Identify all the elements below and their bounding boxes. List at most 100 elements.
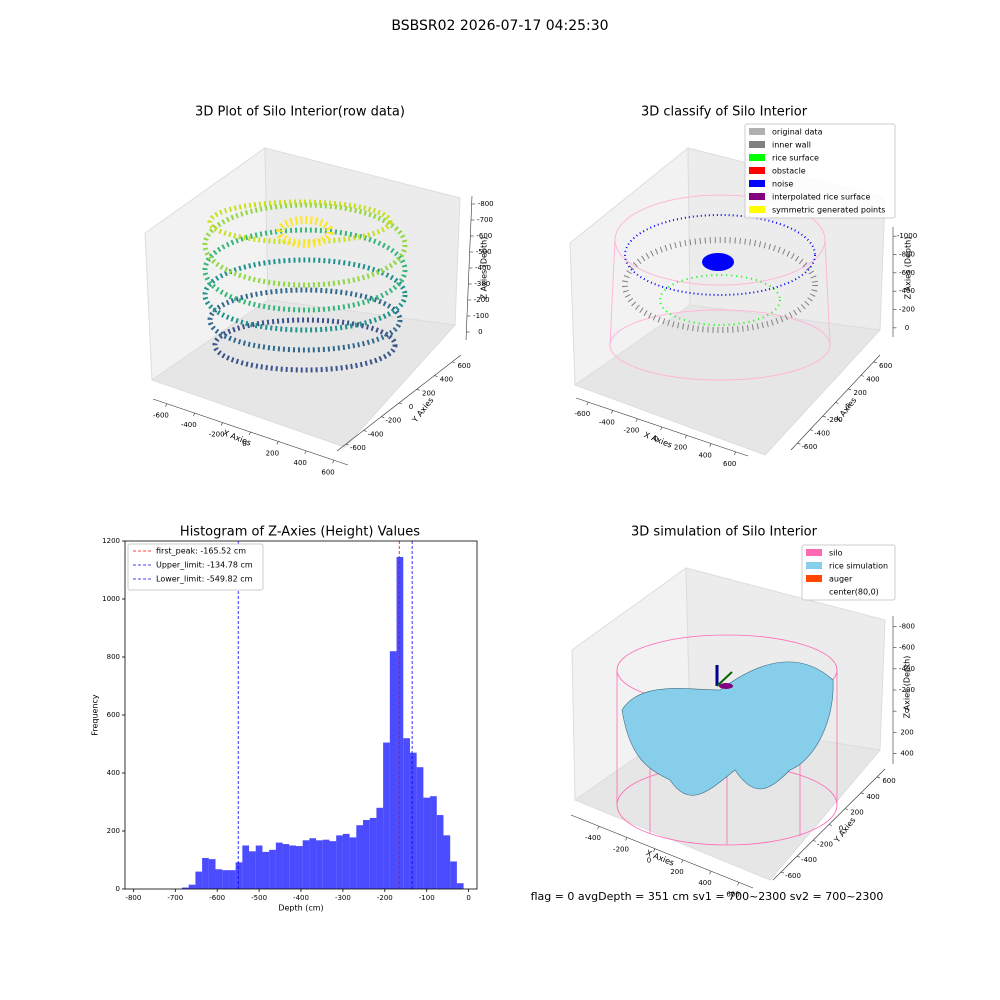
- legend-label: noise: [772, 180, 793, 189]
- legend-swatch: [806, 575, 822, 582]
- z-axis-label: Z Axies (Depth): [480, 237, 489, 300]
- legend-label: rice surface: [772, 154, 819, 163]
- tick-mark: [796, 855, 801, 858]
- y-axis-label: Frequency: [91, 694, 100, 736]
- bar: [383, 742, 390, 889]
- bar: [356, 825, 364, 889]
- tick-mark: [165, 403, 168, 407]
- legend-label: Lower_limit: -549.82 cm: [156, 575, 253, 584]
- tick-mark: [345, 443, 349, 446]
- legend-swatch: [749, 167, 765, 174]
- tick-mark: [684, 435, 687, 439]
- y-tick-label: 200: [854, 389, 867, 397]
- bar: [222, 870, 229, 889]
- bar: [369, 817, 377, 889]
- x-tick-label: -400: [293, 894, 309, 902]
- bar: [249, 851, 256, 889]
- tick-mark: [586, 402, 589, 406]
- bar: [289, 845, 296, 889]
- x-tick-label: 200: [670, 868, 683, 876]
- tick-mark: [398, 402, 403, 405]
- y-tick-label: -400: [801, 856, 817, 864]
- x-axis-line: [570, 814, 754, 889]
- y-tick-label: 200: [850, 809, 863, 817]
- x-axis-label: Depth (cm): [278, 904, 323, 913]
- legend-swatch: [749, 154, 765, 161]
- y-tick-label: 1000: [102, 595, 120, 603]
- bar: [389, 651, 397, 889]
- bar: [363, 819, 370, 889]
- chart-title: Histogram of Z-Axies (Height) Values: [180, 525, 420, 540]
- bar: [235, 862, 243, 889]
- bar: [215, 869, 223, 889]
- bar: [336, 835, 343, 889]
- bar: [302, 840, 310, 889]
- bar: [436, 815, 444, 889]
- z-tick-label: -200: [474, 296, 490, 304]
- legend-swatch: [749, 141, 765, 148]
- bar: [423, 797, 431, 889]
- x-tick-label: -200: [377, 894, 393, 902]
- z-tick-label: 0: [905, 324, 909, 332]
- y-tick-label: 1200: [102, 537, 120, 545]
- tick-mark: [248, 431, 251, 436]
- bar: [396, 556, 404, 889]
- tick-mark: [381, 416, 385, 418]
- legend-swatch: [749, 193, 765, 200]
- z-tick-label: 0: [478, 328, 482, 336]
- tick-mark: [860, 792, 865, 795]
- bar: [242, 845, 250, 889]
- z-tick-label: 200: [900, 728, 913, 736]
- bar: [450, 861, 457, 889]
- y-tick-label: 400: [440, 376, 453, 384]
- bar: [403, 738, 410, 889]
- bar: [409, 752, 417, 889]
- x-tick-label: -400: [181, 421, 197, 429]
- x-tick-label: 600: [321, 468, 334, 476]
- y-axis-label: Y Axies: [832, 816, 858, 845]
- legend-box: [801, 544, 896, 601]
- y-tick-label: 0: [839, 825, 843, 833]
- x-tick-label: -600: [574, 410, 590, 418]
- y-tick-label: 400: [866, 375, 879, 383]
- bar: [262, 851, 270, 889]
- x-axis-label: X Axies: [643, 430, 674, 449]
- y-tick-label: 400: [866, 793, 879, 801]
- x-tick-label: -300: [335, 894, 351, 902]
- y-tick-label: 400: [107, 769, 120, 777]
- z-tick-label: 400: [900, 749, 913, 757]
- z-tick-label: -300: [474, 280, 490, 288]
- legend-label: interpolated rice surface: [772, 193, 870, 202]
- y-tick-label: -200: [385, 417, 401, 425]
- y-axis-label: Y Axies: [410, 396, 436, 425]
- x-tick-label: 400: [698, 452, 711, 460]
- y-tick-label: -600: [785, 872, 801, 880]
- x-tick-label: 400: [698, 879, 711, 887]
- chart-title: 3D classify of Silo Interior: [641, 105, 808, 120]
- legend-swatch: [749, 128, 765, 135]
- panes: [144, 147, 461, 448]
- suptitle: BSBSR02 2026-07-17 04:25:30: [391, 18, 608, 34]
- tick-mark: [434, 375, 438, 377]
- tick-mark: [452, 361, 456, 364]
- bar: [208, 859, 216, 889]
- y-tick-label: 200: [107, 827, 120, 835]
- bar: [416, 767, 424, 889]
- tick-mark: [860, 375, 865, 377]
- x-tick-label: -800: [125, 894, 141, 902]
- legend-label: center(80,0): [829, 588, 879, 597]
- legend-label: auger: [829, 575, 853, 584]
- legend-label: rice simulation: [829, 562, 888, 571]
- bar: [342, 833, 350, 889]
- tick-mark: [848, 388, 852, 391]
- point-cloud: [202, 199, 408, 373]
- x-tick-label: 0: [242, 440, 246, 448]
- tick-mark: [597, 826, 600, 830]
- tick-mark: [835, 402, 839, 404]
- tick-mark: [828, 824, 833, 826]
- z-axis-label: Z Axies (Depth): [904, 237, 913, 300]
- bar: [322, 839, 330, 889]
- x-tick-label: -400: [599, 418, 615, 426]
- tick-mark: [660, 426, 663, 431]
